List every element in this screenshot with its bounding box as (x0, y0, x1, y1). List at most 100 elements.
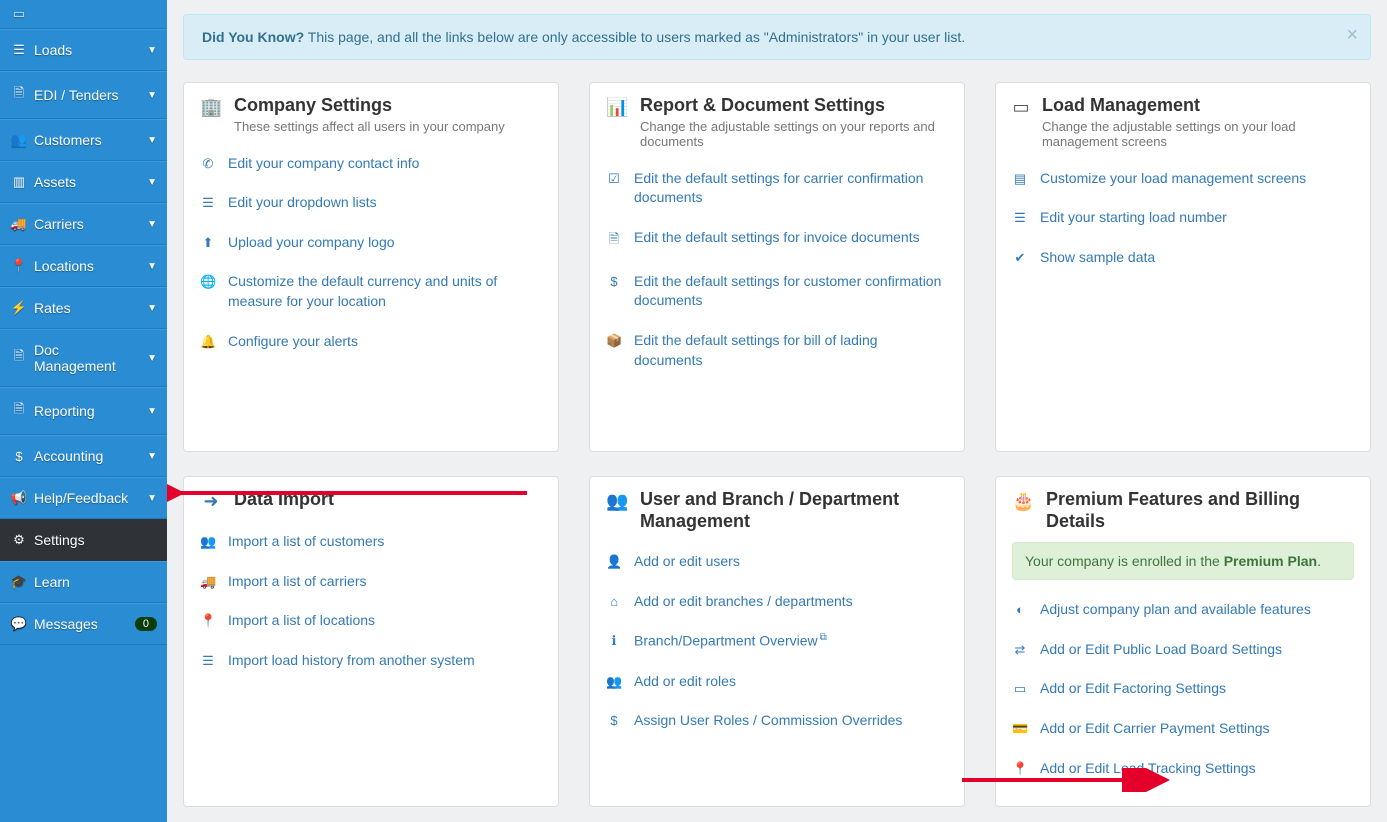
card-header: 👥User and Branch / Department Management (590, 489, 964, 542)
card-report-document-settings: 📊Report & Document SettingsChange the ad… (589, 82, 965, 452)
link-text: Add or Edit Carrier Payment Settings (1040, 719, 1354, 739)
sidebar-icon: 🗎 (10, 347, 28, 369)
link-icon: 🚚 (200, 572, 216, 590)
sidebar-item-carriers[interactable]: 🚚Carriers▼ (0, 203, 167, 245)
sidebar-item-accounting[interactable]: $Accounting▼ (0, 435, 167, 477)
sidebar-item-help-feedback[interactable]: 📢Help/Feedback▼ (0, 477, 167, 519)
sidebar-icon: 🗎 (10, 84, 28, 106)
sidebar-item-doc-management[interactable]: 🗎Doc Management▼ (0, 329, 167, 387)
link-text: Customize the default currency and units… (228, 272, 542, 311)
sidebar-label: Messages (34, 616, 131, 632)
link-edit-the-default-settings-for-invoice-do[interactable]: 🗎Edit the default settings for invoice d… (606, 218, 948, 262)
link-edit-your-dropdown-lists[interactable]: ☰Edit your dropdown lists (200, 183, 542, 223)
link-text: Edit the default settings for invoice do… (634, 228, 948, 248)
link-icon: ☰ (1012, 208, 1028, 226)
link-text: Import a list of locations (228, 611, 542, 631)
close-icon[interactable]: × (1346, 25, 1358, 45)
sidebar-item-loads[interactable]: ☰Loads▼ (0, 29, 167, 71)
card-icon: 👥 (606, 489, 628, 512)
cards-row-2: ➜Data Import👥Import a list of customers🚚… (183, 476, 1371, 807)
card-links: ◐ Adjust company plan and available featu… (996, 590, 1370, 788)
chevron-down-icon: ▼ (147, 406, 157, 417)
link-edit-your-company-contact-info[interactable]: ✆Edit your company contact info (200, 144, 542, 184)
card-data-import: ➜Data Import👥Import a list of customers🚚… (183, 476, 559, 807)
link-upload-your-company-logo[interactable]: ⬆Upload your company logo (200, 223, 542, 263)
link-text: Add or Edit Public Load Board Settings (1040, 640, 1354, 660)
link-assign-user-roles-commission-overrides[interactable]: $Assign User Roles / Commission Override… (606, 701, 948, 741)
sidebar-icon: 💬 (10, 616, 28, 632)
link-icon: ◐ (1012, 600, 1028, 617)
link-configure-your-alerts[interactable]: 🔔Configure your alerts (200, 322, 542, 362)
card-title: Data Import (234, 489, 334, 511)
link-icon: 📍 (200, 611, 216, 629)
card-title: Load Management (1042, 95, 1354, 117)
chevron-down-icon: ▼ (147, 219, 157, 230)
card-links: ▤Customize your load management screens☰… (996, 159, 1370, 278)
card-header: 🎂Premium Features and Billing Details (996, 489, 1370, 542)
card-header: 📊Report & Document SettingsChange the ad… (590, 95, 964, 159)
card-subtitle: Change the adjustable settings on your l… (1042, 119, 1354, 149)
link-branch-department-overview[interactable]: ℹBranch/Department Overview⧉ (606, 621, 948, 661)
sidebar-item-locations[interactable]: 📍Locations▼ (0, 245, 167, 287)
link-add-or-edit-users[interactable]: 👤Add or edit users (606, 542, 948, 582)
dashboard-icon: ▭ (10, 6, 28, 22)
link-icon: ⌂ (606, 592, 622, 609)
link-adjust-company-plan-and-available-featur[interactable]: ◐ Adjust company plan and available featu… (1012, 590, 1354, 630)
link-text: Adjust company plan and available featur… (1040, 600, 1354, 620)
sidebar-label: Assets (34, 174, 143, 190)
link-text: Customize your load management screens (1040, 169, 1354, 189)
link-text: Add or Edit Load Tracking Settings (1040, 759, 1354, 779)
link-text: Edit the default settings for carrier co… (634, 169, 948, 208)
sidebar-item-rates[interactable]: ⚡Rates▼ (0, 287, 167, 329)
sidebar-icon: ⚡ (10, 300, 28, 316)
sidebar-item-edi-tenders[interactable]: 🗎EDI / Tenders▼ (0, 71, 167, 119)
chevron-down-icon: ▼ (147, 90, 157, 101)
sidebar-item-settings[interactable]: ⚙Settings (0, 519, 167, 561)
card-premium-features-and-billing-details: 🎂Premium Features and Billing DetailsYou… (995, 476, 1371, 807)
link-import-a-list-of-customers[interactable]: 👥Import a list of customers (200, 522, 542, 562)
link-add-or-edit-carrier-payment-settings[interactable]: 💳 Add or Edit Carrier Payment Settings (1012, 709, 1354, 749)
link-edit-the-default-settings-for-customer-c[interactable]: $Edit the default settings for customer … (606, 262, 948, 321)
link-customize-the-default-currency-and-units[interactable]: 🌐Customize the default currency and unit… (200, 262, 542, 321)
card-links: 👥Import a list of customers 🚚 Import a lis… (184, 522, 558, 680)
sidebar-icon: 👥 (10, 132, 28, 148)
chevron-down-icon: ▼ (147, 451, 157, 462)
sidebar-icon: ▥ (10, 174, 28, 190)
sidebar-item-messages[interactable]: 💬Messages0 (0, 603, 167, 645)
info-alert: Did You Know? This page, and all the lin… (183, 14, 1371, 60)
link-icon: ⇄ (1012, 640, 1028, 658)
sidebar-icon: ☰ (10, 42, 28, 58)
link-icon: 💳 (1012, 719, 1028, 737)
link-add-or-edit-branches-departments[interactable]: ⌂Add or edit branches / departments (606, 582, 948, 622)
link-import-load-history-from-another-system[interactable]: ☰Import load history from another system (200, 641, 542, 681)
link-edit-the-default-settings-for-carrier-co[interactable]: ☑Edit the default settings for carrier c… (606, 159, 948, 218)
link-import-a-list-of-carriers[interactable]: 🚚 Import a list of carriers (200, 562, 542, 602)
link-text: Show sample data (1040, 248, 1354, 268)
link-add-or-edit-load-tracking-settings[interactable]: 📍Add or Edit Load Tracking Settings (1012, 749, 1354, 789)
card-company-settings: 🏢Company SettingsThese settings affect a… (183, 82, 559, 452)
link-text: Import a list of carriers (228, 572, 542, 592)
link-edit-your-starting-load-number[interactable]: ☰Edit your starting load number (1012, 198, 1354, 238)
sidebar-item-learn[interactable]: 🎓Learn (0, 561, 167, 603)
link-text: Edit your company contact info (228, 154, 542, 174)
link-icon: ⬆ (200, 233, 216, 251)
link-add-or-edit-factoring-settings[interactable]: ▭Add or Edit Factoring Settings (1012, 669, 1354, 709)
link-text: Edit the default settings for customer c… (634, 272, 948, 311)
card-icon: ▭ (1012, 95, 1030, 118)
sidebar-item-customers[interactable]: 👥Customers▼ (0, 119, 167, 161)
sidebar-item-top[interactable]: ▭ (0, 0, 167, 29)
link-add-or-edit-roles[interactable]: 👥Add or edit roles (606, 662, 948, 702)
link-icon: 👥 (200, 532, 216, 550)
link-add-or-edit-public-load-board-settings[interactable]: ⇄ Add or Edit Public Load Board Settings (1012, 630, 1354, 670)
chevron-down-icon: ▼ (147, 177, 157, 188)
sidebar-item-reporting[interactable]: 🗎Reporting▼ (0, 387, 167, 435)
sidebar-item-assets[interactable]: ▥ Assets ▼ (0, 161, 167, 203)
sidebar-label: Customers (34, 132, 143, 148)
card-user-and-branch-department-management: 👥User and Branch / Department Management… (589, 476, 965, 807)
link-show-sample-data[interactable]: ✔Show sample data (1012, 238, 1354, 278)
link-edit-the-default-settings-for-bill-of-la[interactable]: 📦Edit the default settings for bill of l… (606, 321, 948, 380)
link-import-a-list-of-locations[interactable]: 📍 Import a list of locations (200, 601, 542, 641)
card-links: 👤Add or edit users⌂Add or edit branches … (590, 542, 964, 741)
link-icon: ☰ (200, 193, 216, 211)
link-customize-your-load-management-screens[interactable]: ▤Customize your load management screens (1012, 159, 1354, 199)
